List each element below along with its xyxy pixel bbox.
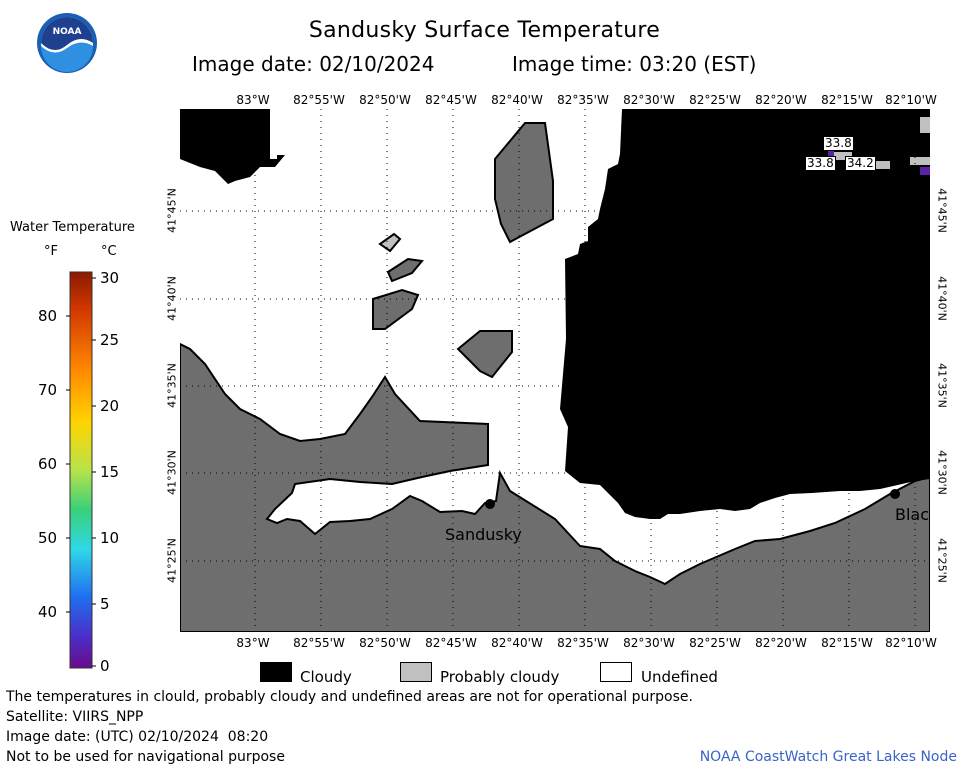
lon-bottom-7: 82°25'W [689, 636, 741, 650]
lon-top-2: 82°50'W [359, 93, 411, 107]
lat-right-4: 41°25'N [935, 538, 949, 583]
legend-swatch-undefined [600, 662, 632, 682]
lat-right-1: 41°40'N [935, 276, 949, 321]
sandusky-dot [485, 499, 495, 509]
lon-bottom-6: 82°30'W [623, 636, 675, 650]
image-date: Image date: 02/10/2024 [192, 52, 435, 76]
island-small-1 [386, 257, 424, 283]
lon-bottom-2: 82°50'W [359, 636, 411, 650]
lon-top-9: 82°15'W [821, 93, 873, 107]
c-tick-20: 20 [100, 397, 120, 415]
lat-right-3: 41°30'N [935, 450, 949, 495]
svg-text:NOAA: NOAA [53, 27, 82, 37]
lat-right-0: 41°45'N [935, 188, 949, 233]
cloud-mask-east [560, 109, 930, 519]
f-tick-60: 60 [38, 455, 58, 473]
legend-label-cloudy: Cloudy [300, 668, 352, 686]
f-tick-80: 80 [38, 307, 58, 325]
colorbar-title: Water Temperature [10, 220, 135, 235]
lat-left-1: 41°40'N [165, 276, 179, 321]
lon-bottom-0: 83°W [236, 636, 270, 650]
island-small-2 [378, 232, 402, 253]
image-time: Image time: 03:20 (EST) [512, 52, 757, 76]
lon-top-10: 82°10'W [885, 93, 937, 107]
c-tick-10: 10 [100, 529, 120, 547]
temp-label-2: 33.8 [805, 156, 836, 171]
city-label-blac: Blac [895, 505, 930, 524]
lon-top-3: 82°45'W [425, 93, 477, 107]
blac-dot [890, 489, 900, 499]
lon-top-6: 82°30'W [623, 93, 675, 107]
c-tick-15: 15 [100, 463, 120, 481]
cloud-mask-nw [180, 109, 285, 184]
c-tick-30: 30 [100, 269, 120, 287]
lat-left-4: 41°25'N [165, 538, 179, 583]
lon-bottom-3: 82°45'W [425, 636, 477, 650]
f-tick-50: 50 [38, 529, 58, 547]
lon-bottom-8: 82°20'W [755, 636, 807, 650]
f-tick-40: 40 [38, 603, 58, 621]
lon-top-0: 83°W [236, 93, 270, 107]
lon-top-4: 82°40'W [491, 93, 543, 107]
legend-swatch-cloudy [260, 662, 292, 682]
map-panel [180, 109, 930, 632]
lat-left-0: 41°45'N [165, 188, 179, 233]
lat-right-2: 41°35'N [935, 363, 949, 408]
footer-disclaimer: The temperatures in clould, probably clo… [6, 689, 693, 705]
lon-bottom-9: 82°15'W [821, 636, 873, 650]
footer-credit: NOAA CoastWatch Great Lakes Node [699, 749, 957, 765]
lon-top-5: 82°35'W [557, 93, 609, 107]
temp-label-3: 34.2 [845, 156, 876, 171]
lon-bottom-5: 82°35'W [557, 636, 609, 650]
c-tick-25: 25 [100, 331, 120, 349]
lon-bottom-4: 82°40'W [491, 636, 543, 650]
footer-nav-warning: Not to be used for navigational purpose [6, 749, 285, 765]
lat-left-2: 41°35'N [165, 363, 179, 408]
chart-title: Sandusky Surface Temperature [308, 18, 661, 43]
legend-label-probably-cloudy: Probably cloudy [440, 668, 560, 686]
legend-label-undefined: Undefined [641, 668, 718, 686]
lon-bottom-1: 82°55'W [293, 636, 345, 650]
footer-satellite: Satellite: VIIRS_NPP [6, 709, 144, 725]
lat-left-3: 41°30'N [165, 450, 179, 495]
footer-utc-date: Image date: (UTC) 02/10/2024 08:20 [6, 729, 269, 745]
c-tick-5: 5 [100, 595, 110, 613]
c-tick-0: 0 [100, 657, 110, 675]
unit-fahrenheit: °F [44, 244, 58, 259]
temp-label-1: 33.8 [823, 136, 854, 151]
unit-celsius: °C [101, 244, 117, 259]
land-mass [180, 342, 930, 632]
island-kelleys [456, 330, 513, 379]
noaa-logo: NOAA [37, 13, 97, 73]
f-tick-70: 70 [38, 381, 58, 399]
lon-top-7: 82°25'W [689, 93, 741, 107]
lon-bottom-10: 82°10'W [885, 636, 937, 650]
city-label-sandusky: Sandusky [445, 525, 522, 544]
legend-swatch-probably-cloudy [400, 662, 432, 682]
temperature-colorbar [66, 271, 96, 669]
island-bass [372, 288, 420, 330]
lon-top-1: 82°55'W [293, 93, 345, 107]
lon-top-8: 82°20'W [755, 93, 807, 107]
